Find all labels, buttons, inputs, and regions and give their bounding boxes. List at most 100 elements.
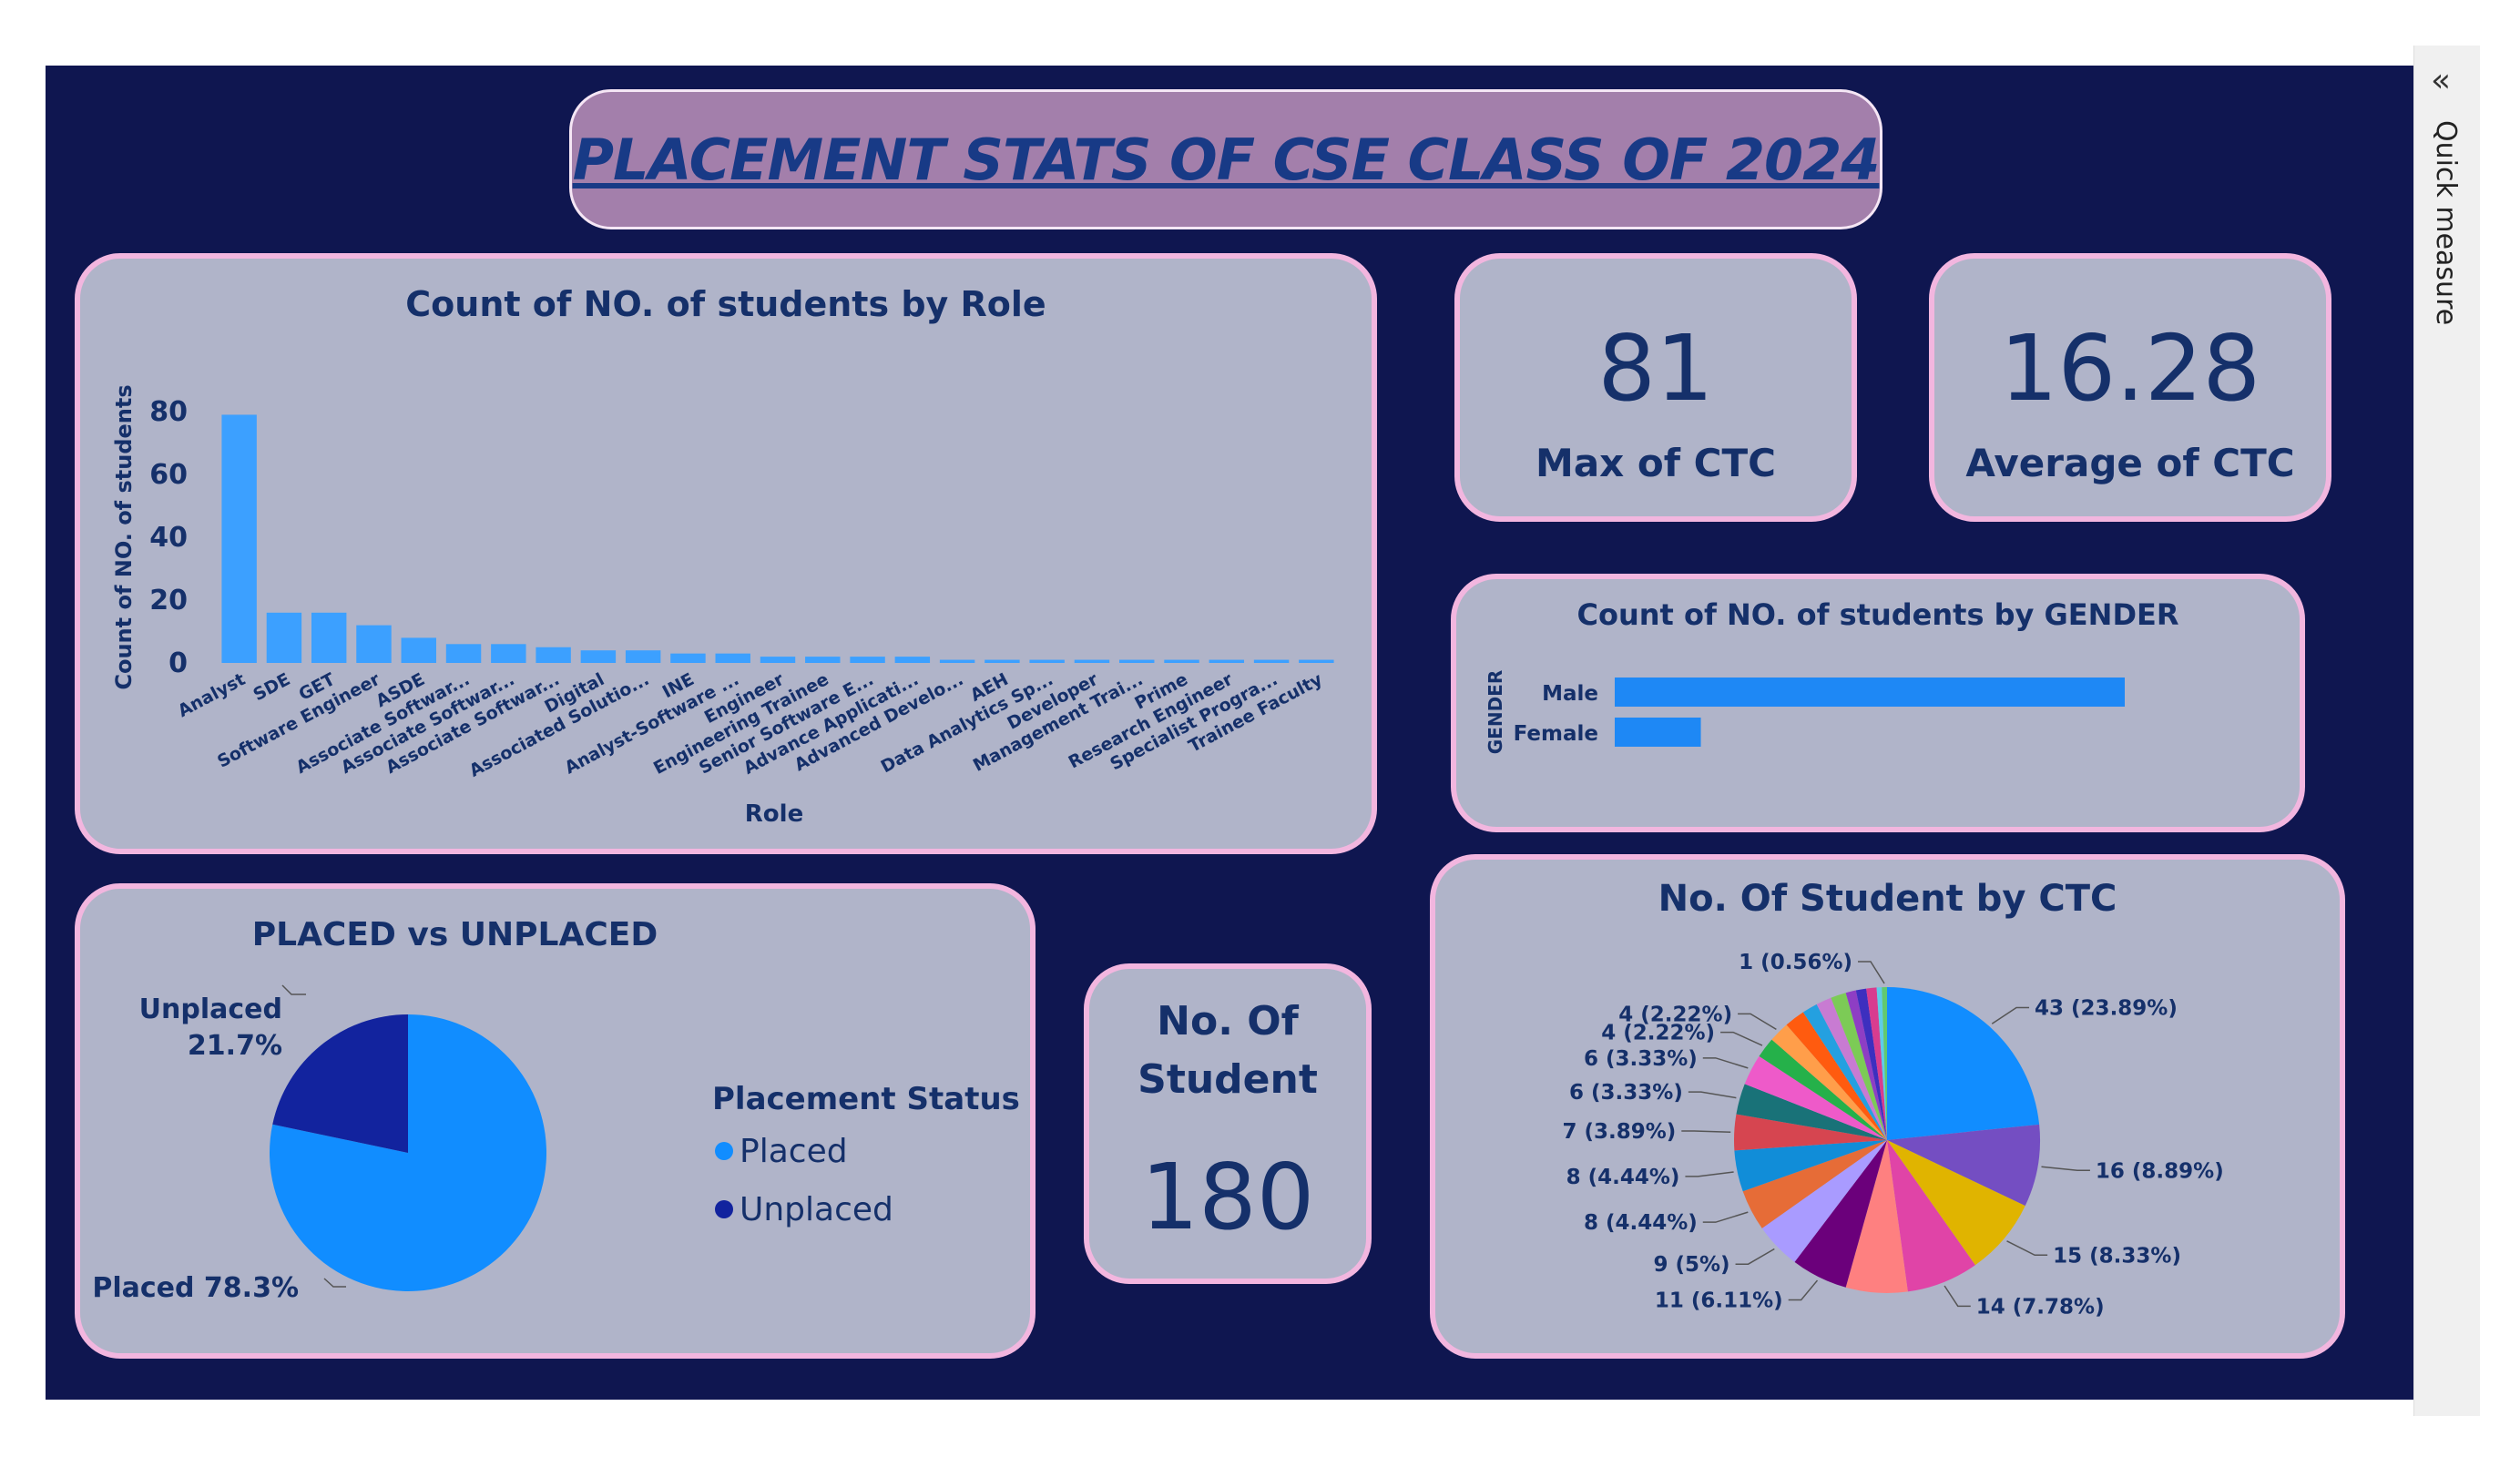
- ctc-pie-label: 9 (5%): [1653, 1253, 1729, 1277]
- ctc-leader-line: [1688, 1091, 1737, 1099]
- bar-16: [894, 657, 931, 663]
- ctc-pie-chart[interactable]: 43 (23.89%) 16 (8.89%) 15 (8.33%) 14 (7.78%…: [1435, 860, 2340, 1353]
- legend-item-placed: Placed: [740, 1133, 848, 1170]
- ctc-pie-label: 1 (0.56%): [1739, 951, 1852, 974]
- ctc-pie-slice-20: [1855, 988, 1887, 1140]
- ctc-pie-label: 15 (8.33%): [2053, 1244, 2181, 1268]
- ctc-pie-label: 4 (2.22%): [1601, 1022, 1715, 1045]
- avg-ctc-card: 16.28 Average of CTC: [1929, 253, 2331, 522]
- gender-bar-female: [1615, 718, 1701, 747]
- ctc-pie-slice-22: [1876, 987, 1887, 1140]
- ctc-pie-slice-3: [1887, 1140, 2025, 1266]
- ctc-chart-card[interactable]: No. Of Student by CTC 43 (23.89%) 16 (8.8…: [1430, 854, 2345, 1359]
- y-tick-label: 40: [149, 522, 188, 554]
- y-axis-label: Count of NO. of students: [111, 384, 137, 689]
- leader-line: [323, 1278, 346, 1288]
- bar-1: [221, 414, 257, 663]
- ctc-pie-slice-8: [1742, 1140, 1887, 1228]
- legend-marker-unplaced: [715, 1200, 733, 1218]
- ctc-leader-line: [1681, 1130, 1731, 1133]
- ctc-pie-slice-9: [1734, 1140, 1887, 1192]
- ctc-pie-slice-19: [1845, 990, 1887, 1140]
- gender-chart-card[interactable]: Count of NO. of students by GENDER Male F…: [1451, 574, 2305, 832]
- ctc-pie-label: 11 (6.11%): [1655, 1289, 1783, 1313]
- double-chevron-left-icon[interactable]: «: [2431, 62, 2452, 99]
- pie-label-unplaced-pct: 21.7%: [188, 1030, 282, 1062]
- bar-9: [580, 650, 617, 663]
- bar-11: [670, 653, 706, 663]
- ctc-leader-line: [2006, 1240, 2048, 1257]
- ctc-leader-line: [1685, 1171, 1734, 1177]
- gender-category-label: Female: [1514, 722, 1598, 746]
- y-tick-label: 0: [168, 647, 188, 679]
- ctc-pie-slice-15: [1786, 1012, 1887, 1140]
- quick-measure-pane[interactable]: « Quick measure: [2413, 46, 2480, 1416]
- gender-bar-chart[interactable]: Male Female GENDER: [1456, 579, 2300, 827]
- bar-10: [625, 650, 661, 663]
- max-ctc-card: 81 Max of CTC: [1454, 253, 1857, 522]
- bar-24: [1253, 659, 1290, 663]
- ctc-leader-line: [1788, 1279, 1819, 1301]
- bar-6: [445, 644, 482, 663]
- ctc-leader-line: [1702, 1057, 1749, 1069]
- bar-25: [1299, 659, 1334, 663]
- y-tick-label: 80: [149, 396, 188, 428]
- quick-measure-label[interactable]: Quick measure: [2430, 120, 2462, 326]
- ctc-chart-title: No. Of Student by CTC: [1658, 878, 2117, 920]
- students-card: No. Of Student 180: [1084, 963, 1372, 1284]
- ctc-pie-slice-2: [1887, 1124, 2040, 1207]
- bar-22: [1164, 659, 1199, 663]
- ctc-leader-line: [1735, 1248, 1775, 1265]
- bar-21: [1119, 659, 1155, 663]
- max-ctc-value: 81: [1597, 315, 1714, 422]
- ctc-pie-slice-13: [1759, 1039, 1887, 1140]
- legend-item-unplaced: Unplaced: [740, 1191, 893, 1228]
- legend-title: Placement Status: [712, 1081, 1020, 1117]
- bar-15: [850, 657, 885, 663]
- gender-bar-male: [1615, 678, 2125, 707]
- title-banner: PLACEMENT STATS OF CSE CLASS OF 2024: [569, 89, 1882, 229]
- ctc-pie-slice-11: [1736, 1084, 1887, 1140]
- y-tick-label: 60: [149, 459, 188, 491]
- leader-line: [281, 984, 306, 995]
- bar-2: [266, 612, 302, 663]
- placement-chart-card[interactable]: PLACED vs UNPLACED Placed 78.3% Unplaced 2…: [75, 883, 1036, 1359]
- pie-label-unplaced-name: Unplaced: [139, 993, 282, 1025]
- legend-marker-placed: [715, 1142, 733, 1160]
- bar-3: [311, 612, 347, 663]
- gender-chart-title: Count of NO. of students by GENDER: [1576, 597, 2179, 632]
- bar-7: [491, 644, 526, 663]
- ctc-pie-slice-21: [1866, 987, 1887, 1140]
- y-tick-label: 20: [149, 585, 188, 616]
- ctc-pie-label: 43 (23.89%): [2035, 996, 2178, 1020]
- bar-14: [805, 657, 841, 663]
- x-axis-label: Role: [745, 800, 803, 828]
- role-chart-card[interactable]: Count of NO. of students by Role 0 20 40 60…: [75, 253, 1377, 854]
- ctc-leader-line: [1991, 1006, 2030, 1024]
- ctc-pie-slice-10: [1734, 1114, 1887, 1151]
- bar-12: [715, 653, 750, 663]
- bar-23: [1209, 659, 1245, 663]
- ctc-pie-slice-4: [1887, 1140, 1975, 1292]
- ctc-leader-line: [1702, 1211, 1749, 1223]
- ctc-leader-line: [1720, 1031, 1763, 1046]
- placement-pie-chart[interactable]: Placed 78.3% Unplaced 21.7% Placement Statu…: [80, 889, 1030, 1353]
- bar-17: [939, 659, 975, 663]
- students-value: 180: [1140, 1144, 1315, 1250]
- avg-ctc-value: 16.28: [1999, 315, 2261, 422]
- role-chart-title: Count of NO. of students by Role: [405, 284, 1046, 324]
- ctc-pie-label: 6 (3.33%): [1569, 1081, 1683, 1105]
- max-ctc-label: Max of CTC: [1535, 441, 1776, 485]
- bar-4: [356, 625, 392, 663]
- bar-19: [1029, 659, 1065, 663]
- ctc-pie-label: 8 (4.44%): [1584, 1211, 1698, 1235]
- ctc-leader-line: [2041, 1166, 2090, 1172]
- ctc-pie-label: 6 (3.33%): [1584, 1047, 1698, 1071]
- ctc-leader-line: [1944, 1285, 1971, 1308]
- bar-18: [985, 659, 1020, 663]
- ctc-pie-slice-7: [1761, 1140, 1887, 1262]
- pie-slice-unplaced: [272, 1014, 408, 1153]
- ctc-leader-line: [1858, 961, 1885, 984]
- students-label-line2: Student: [1138, 1056, 1318, 1103]
